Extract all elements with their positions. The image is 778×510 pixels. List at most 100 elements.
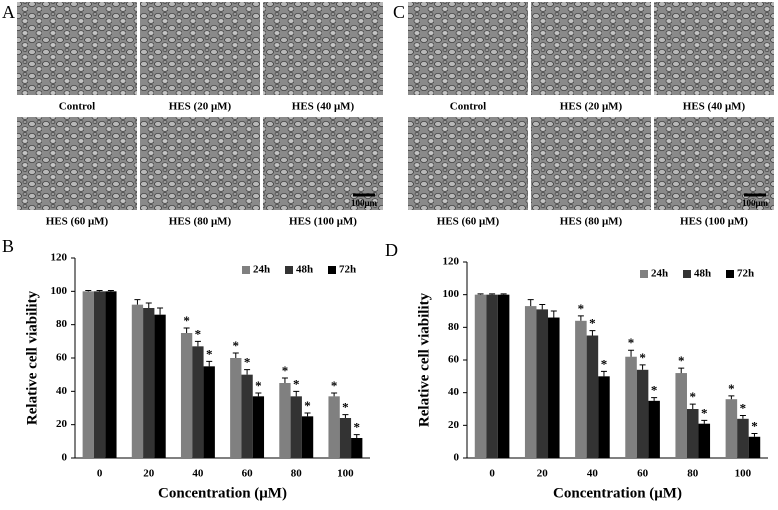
bar [143, 308, 155, 458]
error-bar [600, 370, 607, 377]
x-tick-label: 20 [143, 468, 155, 480]
significance-star: * [293, 376, 300, 391]
error-bar [651, 397, 658, 401]
significance-star: * [651, 383, 658, 398]
error-bar [183, 327, 190, 333]
image-label: HES (60 μM) [46, 216, 109, 228]
error-bar [293, 390, 300, 397]
micrograph [140, 117, 260, 210]
significance-star: * [233, 338, 240, 353]
bar [575, 320, 587, 458]
error-bar [500, 293, 507, 295]
y-tick-label: 60 [448, 354, 460, 366]
bar [625, 356, 637, 458]
bar [548, 317, 560, 458]
error-bar [304, 412, 311, 417]
micrograph [408, 117, 528, 210]
y-axis-label: Relative cell viability [416, 292, 432, 427]
significance-star: * [282, 363, 289, 378]
image-label: Control [450, 101, 486, 113]
error-bar [255, 392, 262, 397]
y-tick-label: 0 [454, 452, 460, 464]
micrograph [654, 2, 774, 95]
legend-label: 24h [651, 268, 668, 280]
bar [203, 366, 215, 458]
x-tick-label: 20 [537, 468, 549, 480]
image-label: HES (80 μM) [169, 216, 232, 228]
legend-label: 48h [694, 268, 711, 280]
significance-star: * [639, 350, 646, 365]
error-bar [751, 433, 758, 437]
error-bar [145, 302, 152, 308]
y-tick-label: 120 [443, 256, 460, 268]
y-axis-label: Relative cell viability [24, 290, 40, 425]
image-label: HES (40 μM) [292, 101, 355, 113]
x-tick-label: 100 [735, 468, 752, 480]
bar [192, 346, 204, 458]
image-label: HES (40 μM) [683, 101, 746, 113]
significance-star: * [678, 353, 685, 368]
y-tick-label: 20 [56, 418, 68, 430]
micrograph [17, 2, 137, 95]
error-bar [577, 315, 584, 321]
y-tick-label: 40 [448, 386, 460, 398]
y-tick-label: 100 [443, 288, 460, 300]
error-bar [728, 395, 735, 400]
error-bar [232, 352, 239, 358]
y-tick-label: 0 [62, 452, 68, 464]
image-label: HES (20 μM) [560, 101, 623, 113]
bar [636, 369, 649, 458]
micrograph [263, 2, 383, 95]
error-bar [739, 415, 746, 419]
x-tick-label: 80 [687, 468, 699, 480]
x-tick-label: 80 [291, 468, 303, 480]
error-bar [689, 403, 696, 409]
error-bar [85, 290, 92, 292]
y-tick-label: 120 [51, 252, 68, 264]
scale-bar-label: 100μm [351, 198, 378, 208]
x-tick-label: 40 [587, 468, 599, 480]
bar [339, 418, 352, 458]
image-label: HES (100 μM) [680, 216, 748, 228]
bar [524, 306, 537, 458]
bar [82, 291, 94, 458]
legend-label: 48h [296, 264, 313, 276]
significance-star: * [195, 326, 202, 341]
bar [737, 418, 749, 458]
panel-letter: B [2, 236, 14, 256]
error-bar [678, 367, 685, 374]
legend-swatch [640, 270, 648, 278]
significance-star: * [255, 378, 262, 393]
bar [230, 358, 242, 458]
x-axis-label: Concentration (μM) [158, 485, 287, 501]
panel-letter: C [393, 2, 405, 22]
x-tick-label: 0 [489, 468, 495, 480]
bar [536, 309, 549, 458]
error-bar [157, 307, 164, 315]
legend-label: 72h [339, 264, 356, 276]
legend-swatch [726, 270, 734, 278]
bar [105, 291, 117, 458]
significance-star: * [728, 381, 735, 396]
bar [598, 376, 610, 458]
significance-star: * [244, 355, 251, 370]
micrograph [531, 117, 651, 210]
error-bar [342, 414, 349, 418]
bar [648, 400, 660, 458]
bar [351, 438, 363, 458]
bar [497, 294, 510, 458]
bar [586, 335, 599, 458]
significance-star: * [331, 378, 338, 393]
bar [748, 436, 761, 458]
bar [180, 333, 193, 458]
significance-star: * [304, 398, 311, 413]
x-axis-label: Concentration (μM) [553, 485, 682, 501]
bar [154, 314, 166, 458]
image-label: HES (20 μM) [169, 101, 232, 113]
error-bar [628, 349, 635, 357]
legend-swatch [328, 266, 336, 274]
bar [252, 396, 265, 458]
x-tick-label: 0 [97, 468, 103, 480]
significance-star: * [701, 405, 708, 420]
